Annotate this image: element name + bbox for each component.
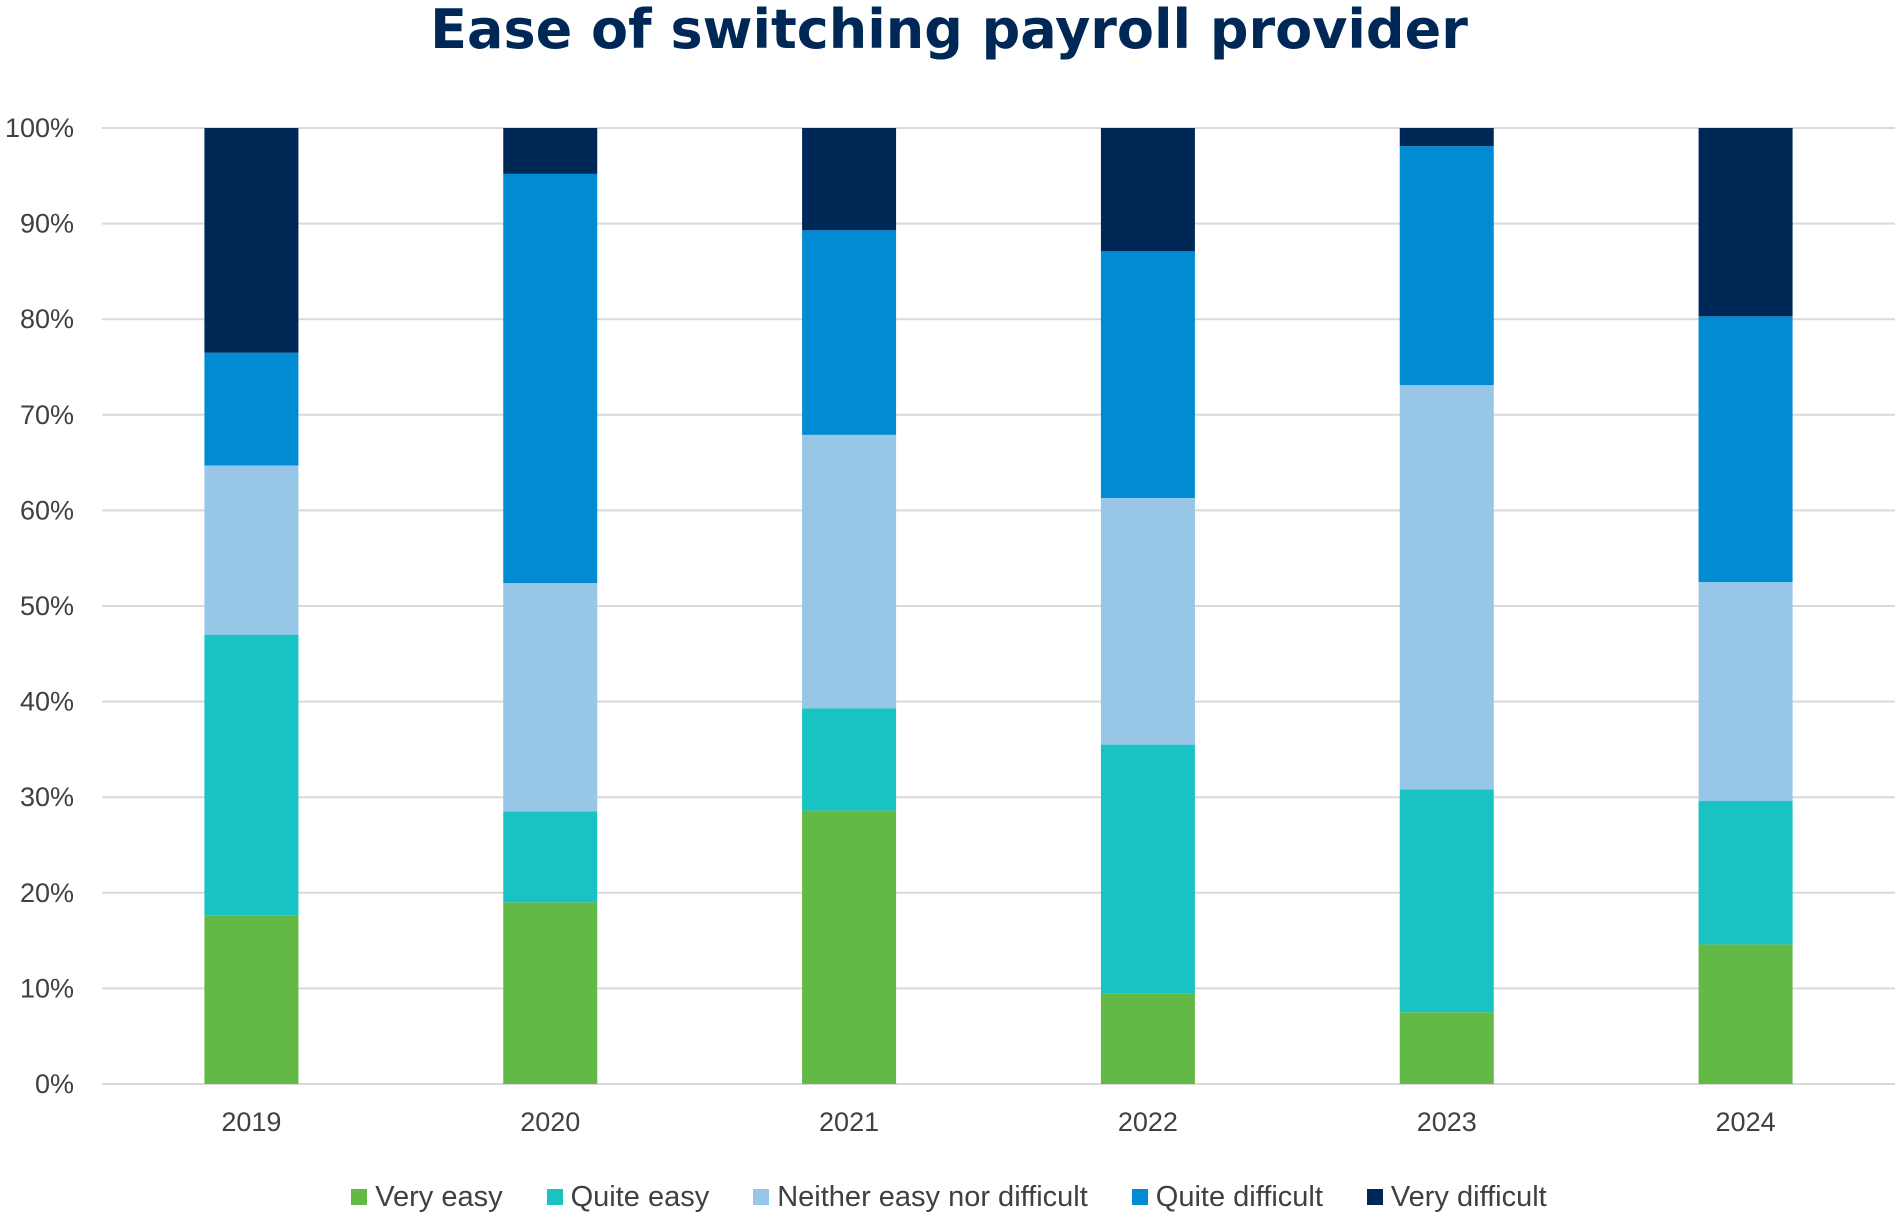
bar-segment-2022-quite-easy	[1100, 744, 1195, 994]
bar-segment-2019-quite-difficult	[204, 352, 299, 466]
bar-segment-2020-neither-easy-nor-difficult	[503, 583, 598, 812]
y-tick-label: 0%	[35, 1069, 74, 1099]
chart-title: Ease of switching payroll provider	[430, 0, 1468, 61]
legend-item: Very difficult	[1366, 1180, 1547, 1214]
bar-segment-2021-neither-easy-nor-difficult	[802, 434, 897, 709]
bar-segment-2024-quite-difficult	[1698, 316, 1793, 583]
bars	[204, 128, 1793, 1084]
legend-item: Very easy	[351, 1180, 503, 1214]
y-tick-label: 60%	[20, 495, 74, 525]
bar-segment-2022-very-difficult	[1100, 128, 1195, 252]
bar-segment-2023-quite-difficult	[1399, 146, 1494, 386]
y-tick-label: 20%	[20, 878, 74, 908]
legend-label: Quite easy	[570, 1180, 710, 1213]
x-tick-label: 2023	[1417, 1107, 1477, 1137]
bar-segment-2024-very-difficult	[1698, 128, 1793, 317]
bar-segment-2019-neither-easy-nor-difficult	[204, 465, 299, 635]
bar-segment-2024-neither-easy-nor-difficult	[1698, 582, 1793, 802]
bar-segment-2024-very-easy	[1698, 944, 1793, 1084]
y-tick-label: 100%	[5, 113, 74, 143]
gridlines	[102, 127, 1895, 1085]
legend-swatch	[1131, 1189, 1148, 1205]
x-tick-label: 2020	[520, 1107, 580, 1137]
bar-segment-2023-quite-easy	[1399, 789, 1494, 1013]
bar-segment-2019-very-difficult	[204, 128, 299, 353]
bar-segment-2019-very-easy	[204, 915, 299, 1084]
legend-label: Neither easy nor difficult	[777, 1180, 1088, 1213]
legend-item: Neither easy nor difficult	[753, 1181, 1088, 1214]
bar-segment-2021-very-easy	[802, 810, 897, 1084]
bar-segment-2021-very-difficult	[802, 128, 897, 231]
legend-swatch	[1366, 1189, 1383, 1205]
x-axis-tick-labels: 2019 2020 2021 2022 2023 2024	[221, 1107, 1775, 1137]
bar-segment-2023-very-easy	[1399, 1012, 1494, 1084]
legend-swatch	[753, 1189, 770, 1205]
bar-segment-2024-quite-easy	[1698, 801, 1793, 945]
bar-segment-2022-quite-difficult	[1100, 251, 1195, 498]
legend-label: Very difficult	[1390, 1180, 1547, 1213]
bar-segment-2023-very-difficult	[1399, 128, 1494, 147]
x-tick-label: 2022	[1118, 1107, 1178, 1137]
bar-segment-2021-quite-easy	[802, 708, 897, 811]
y-tick-label: 10%	[20, 973, 74, 1003]
bar-segment-2022-very-easy	[1100, 993, 1195, 1084]
legend-swatch	[351, 1189, 368, 1205]
legend: Very easy Quite easy Neither easy nor diff…	[0, 1180, 1898, 1214]
x-tick-label: 2019	[221, 1107, 281, 1137]
legend-item: Quite easy	[546, 1180, 710, 1214]
bar-segment-2022-neither-easy-nor-difficult	[1100, 497, 1195, 745]
bar-segment-2020-very-difficult	[503, 128, 598, 174]
bar-segment-2020-quite-easy	[503, 811, 598, 903]
legend-item: Quite difficult	[1131, 1180, 1323, 1214]
y-tick-label: 70%	[20, 400, 74, 430]
y-axis-tick-labels: 0% 10% 20% 30% 40% 50% 60% 70% 80% 90% 100%	[5, 113, 74, 1099]
y-tick-label: 80%	[20, 304, 74, 334]
y-tick-label: 50%	[20, 591, 74, 621]
bar-segment-2021-quite-difficult	[802, 230, 897, 435]
bar-segment-2023-neither-easy-nor-difficult	[1399, 385, 1494, 790]
bar-segment-2020-very-easy	[503, 902, 598, 1084]
bar-segment-2020-quite-difficult	[503, 173, 598, 584]
legend-label: Quite difficult	[1155, 1180, 1323, 1213]
y-tick-label: 40%	[20, 687, 74, 717]
legend-label: Very easy	[375, 1180, 503, 1213]
y-tick-label: 30%	[20, 782, 74, 812]
y-tick-label: 90%	[20, 209, 74, 239]
x-tick-label: 2021	[819, 1107, 879, 1137]
x-tick-label: 2024	[1716, 1107, 1776, 1137]
bar-segment-2019-quite-easy	[204, 634, 299, 916]
legend-swatch	[546, 1189, 563, 1205]
